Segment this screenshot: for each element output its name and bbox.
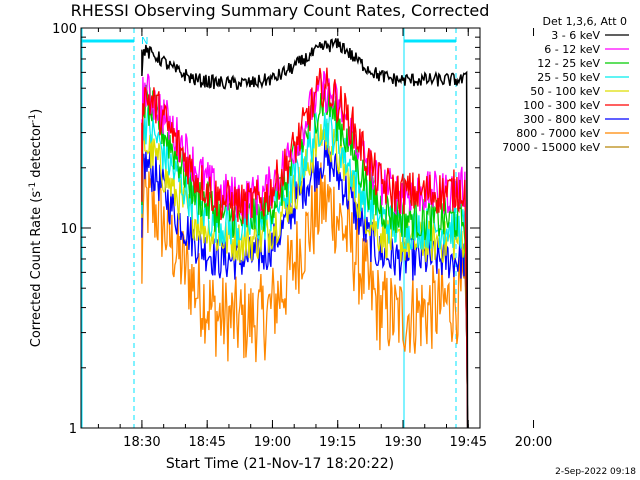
legend-label: 12 - 25 keV [537,57,600,70]
series-line [141,38,469,429]
legend-label: 3 - 6 keV [551,29,600,42]
x-tick-label: 19:30 [384,435,421,450]
x-tick-label: 20:00 [515,435,552,450]
y-tick-label: 1 [69,422,77,437]
x-tick-label: 19:15 [319,435,356,450]
legend-label: 50 - 100 keV [530,85,600,98]
x-tick-label: 19:00 [254,435,291,450]
x-tick-label: 19:45 [450,435,487,450]
x-tick-label: 18:30 [123,435,160,450]
x-axis-label: Start Time (21-Nov-17 18:20:22) [166,456,394,472]
chart-title: RHESSI Observing Summary Count Rates, Co… [71,1,490,20]
y-tick-label: 100 [52,22,77,37]
legend-label: 800 - 7000 keV [516,127,600,140]
observing-flags: N [81,28,457,428]
x-tick-label: 18:45 [188,435,225,450]
y-axis-label: Corrected Count Rate (s-1 detector-1) [28,109,44,347]
legend-label: 25 - 50 keV [537,71,600,84]
generation-timestamp: 2-Sep-2022 09:18 [555,467,636,477]
axes: 18:30 18:45 19:00 19:15 19:30 19:45 20:00 1 10 10… [52,22,552,450]
series-layer [141,38,469,429]
night-flag-label: N [141,36,148,47]
series-line [141,67,469,429]
series-line [141,157,469,429]
legend-label: 6 - 12 keV [544,43,600,56]
legend-label: 300 - 800 keV [523,113,600,126]
legend-label: 100 - 300 keV [523,99,600,112]
legend-header: Det 1,3,6, Att 0 [543,15,627,28]
y-tick-label: 10 [60,222,77,237]
legend-label: 7000 - 15000 keV [502,141,600,154]
